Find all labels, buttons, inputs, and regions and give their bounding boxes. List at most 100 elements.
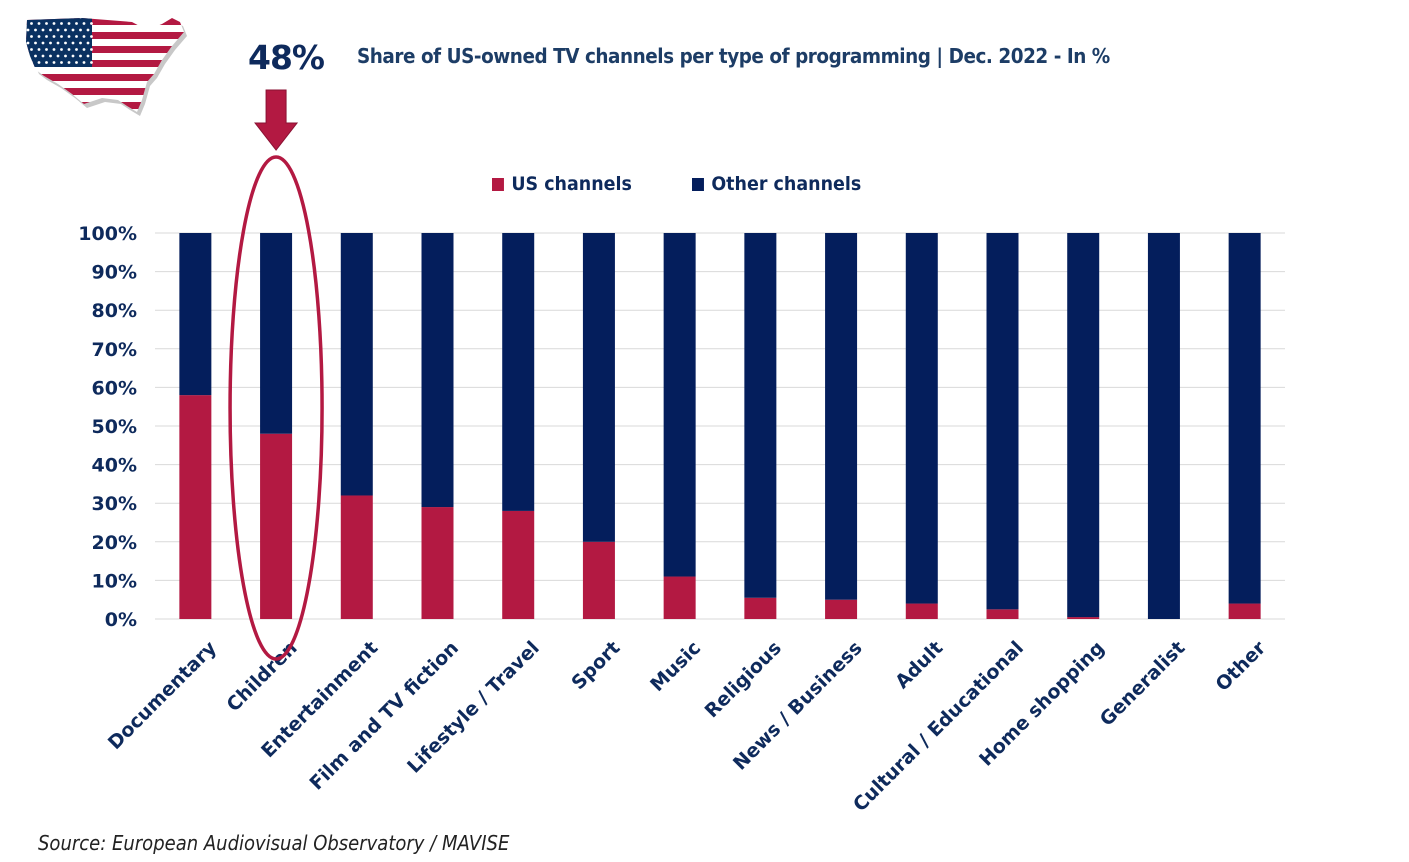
flag-star bbox=[37, 35, 41, 38]
bar-us-entertainment bbox=[340, 495, 373, 619]
flag-star bbox=[79, 41, 82, 45]
flag-star bbox=[45, 22, 48, 25]
y-tick-label: 10% bbox=[92, 570, 137, 592]
bar-us-adult bbox=[905, 603, 938, 619]
bar-other-sport bbox=[582, 233, 615, 542]
legend-label-other: Other channels bbox=[711, 173, 862, 195]
chart-title: Share of US-owned TV channels per type o… bbox=[357, 44, 1110, 68]
y-tick-label: 100% bbox=[78, 223, 137, 245]
flag-star bbox=[41, 28, 45, 32]
flag-star bbox=[67, 35, 71, 38]
flag-star bbox=[75, 48, 78, 51]
flag-star bbox=[52, 48, 56, 51]
x-tick-label: Adult bbox=[891, 637, 947, 693]
flag-star bbox=[56, 28, 60, 32]
flag-star bbox=[37, 22, 41, 25]
bar-other-film-and-tv-fiction bbox=[421, 233, 454, 508]
flag-star bbox=[52, 35, 56, 38]
legend-item-us: US channels bbox=[492, 173, 632, 195]
legend-label-us: US channels bbox=[511, 173, 632, 195]
flag-star bbox=[34, 28, 37, 32]
flag-star bbox=[60, 48, 63, 51]
flag-star bbox=[34, 41, 37, 45]
flag-star bbox=[45, 61, 48, 64]
legend: US channels Other channels bbox=[492, 173, 876, 195]
y-tick-label: 60% bbox=[92, 377, 137, 399]
bar-other-home-shopping bbox=[1067, 233, 1100, 618]
bar-us-religious bbox=[744, 597, 777, 619]
bar-us-documentary bbox=[179, 395, 212, 619]
flag-star bbox=[75, 61, 78, 64]
x-tick-label: Film and TV fiction bbox=[306, 637, 464, 795]
us-map-flag-icon bbox=[26, 18, 187, 116]
bar-other-children bbox=[260, 233, 293, 434]
flag-star bbox=[86, 41, 90, 45]
flag-star bbox=[60, 35, 63, 38]
flag-star bbox=[82, 61, 86, 64]
flag-star bbox=[41, 41, 45, 45]
bar-other-other bbox=[1228, 233, 1261, 604]
bar-us-other bbox=[1228, 603, 1261, 619]
flag-star bbox=[90, 48, 93, 51]
y-tick-label: 20% bbox=[92, 532, 137, 554]
bar-us-sport bbox=[582, 541, 615, 619]
x-tick-label: Religious bbox=[701, 637, 786, 722]
flag-star bbox=[45, 48, 48, 51]
flag-star bbox=[75, 22, 78, 25]
bar-other-entertainment bbox=[340, 233, 373, 496]
flag-star bbox=[37, 48, 41, 51]
x-tick-label: Generalist bbox=[1096, 637, 1190, 731]
flag-star bbox=[52, 22, 56, 25]
flag-star bbox=[67, 61, 71, 64]
flag-star bbox=[71, 54, 75, 58]
bar-us-cultural-educational bbox=[986, 609, 1019, 619]
flag-star bbox=[49, 28, 52, 32]
x-tick-label: Sport bbox=[567, 637, 624, 694]
bar-us-film-and-tv-fiction bbox=[421, 507, 454, 619]
flag-star bbox=[67, 48, 71, 51]
y-tick-label: 80% bbox=[92, 300, 137, 322]
flag-star bbox=[60, 22, 63, 25]
bar-other-music bbox=[663, 233, 696, 577]
flag-star bbox=[79, 54, 82, 58]
flag-star bbox=[64, 54, 67, 58]
flag-star bbox=[37, 61, 41, 64]
flag-star bbox=[64, 28, 67, 32]
flag-star bbox=[34, 54, 37, 58]
bar-other-lifestyle-travel bbox=[502, 233, 535, 511]
flag-star bbox=[86, 28, 90, 32]
flag-star bbox=[49, 41, 52, 45]
callout-value: 48% bbox=[248, 38, 325, 77]
flag-star bbox=[82, 22, 86, 25]
flag-star bbox=[26, 41, 30, 45]
y-tick-label: 50% bbox=[92, 416, 137, 438]
flag-star bbox=[26, 28, 30, 32]
flag-star bbox=[90, 61, 93, 64]
flag-star bbox=[67, 22, 71, 25]
flag-star bbox=[56, 41, 60, 45]
y-tick-label: 30% bbox=[92, 493, 137, 515]
bar-other-adult bbox=[905, 233, 938, 604]
bar-other-religious bbox=[744, 233, 777, 598]
bar-other-news-business bbox=[825, 233, 858, 600]
flag-star bbox=[82, 35, 86, 38]
y-tick-label: 70% bbox=[92, 339, 137, 361]
flag-star bbox=[41, 54, 45, 58]
flag-star bbox=[79, 28, 82, 32]
y-tick-label: 40% bbox=[92, 455, 137, 477]
bar-us-news-business bbox=[825, 599, 858, 619]
bar-us-children bbox=[260, 433, 293, 619]
flag-star bbox=[30, 35, 33, 38]
x-tick-label: Cultural / Educational bbox=[849, 637, 1028, 816]
bar-other-cultural-educational bbox=[986, 233, 1019, 610]
y-tick-label: 0% bbox=[105, 609, 137, 631]
highlight-ellipse bbox=[228, 155, 324, 661]
bar-us-music bbox=[663, 576, 696, 619]
flag-star bbox=[90, 35, 93, 38]
flag-star bbox=[30, 48, 33, 51]
x-tick-label: Other bbox=[1211, 637, 1270, 696]
legend-swatch-other bbox=[692, 177, 705, 191]
x-tick-label: Lifestyle / Travel bbox=[403, 637, 544, 778]
flag-star bbox=[30, 22, 33, 25]
